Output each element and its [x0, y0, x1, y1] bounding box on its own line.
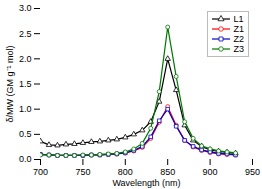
- svg-text:δ/MW (GM g⁻¹ mol): δ/MW (GM g⁻¹ mol): [5, 45, 15, 122]
- svg-text:850: 850: [160, 167, 175, 177]
- svg-text:800: 800: [118, 167, 133, 177]
- svg-text:750: 750: [75, 167, 90, 177]
- svg-text:900: 900: [203, 167, 218, 177]
- svg-text:2.0: 2.0: [19, 54, 32, 64]
- svg-text:950: 950: [245, 167, 260, 177]
- svg-text:700: 700: [33, 167, 48, 177]
- html-text:L1: L1: [233, 14, 244, 24]
- svg-text:3.0: 3.0: [19, 3, 32, 13]
- html-text:Z3: Z3: [233, 44, 244, 54]
- html-text:Z1: Z1: [233, 24, 244, 34]
- svg-text:Wavelength (nm): Wavelength (nm): [112, 178, 180, 188]
- svg-text:1.5: 1.5: [19, 79, 32, 89]
- svg-text:2.5: 2.5: [19, 29, 32, 39]
- svg-text:0.0: 0.0: [19, 154, 32, 164]
- svg-text:1.0: 1.0: [19, 104, 32, 114]
- html-text:Z2: Z2: [233, 34, 244, 44]
- svg-text:0.5: 0.5: [19, 129, 32, 139]
